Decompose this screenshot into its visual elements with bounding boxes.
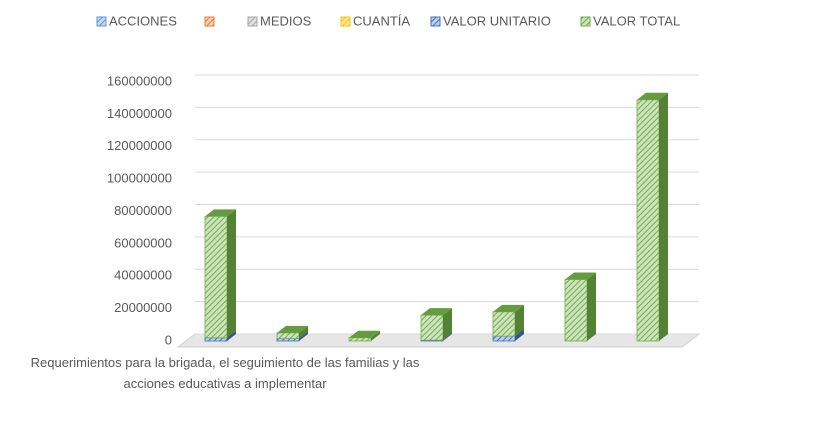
bar bbox=[564, 272, 596, 342]
bar-front bbox=[204, 215, 228, 339]
bar bbox=[636, 92, 668, 342]
y-tick-label: 160000000 bbox=[107, 73, 172, 88]
bar-side bbox=[227, 209, 236, 338]
legend-swatch bbox=[340, 16, 351, 27]
bar bbox=[204, 209, 236, 339]
bar-top bbox=[349, 330, 380, 338]
bar-top bbox=[277, 325, 308, 333]
bar-front bbox=[348, 337, 372, 342]
bar-side bbox=[299, 325, 308, 339]
bar-top bbox=[565, 272, 596, 280]
bar-top bbox=[637, 92, 668, 100]
y-tick-label: 120000000 bbox=[107, 138, 172, 153]
bar-side bbox=[443, 308, 452, 341]
bar-front bbox=[492, 335, 516, 342]
legend-label: ACCIONES bbox=[109, 13, 177, 28]
legend-swatch bbox=[430, 16, 441, 27]
bar-side bbox=[659, 92, 668, 342]
y-tick-label: 20000000 bbox=[114, 300, 172, 315]
bar-front bbox=[636, 99, 660, 342]
legend-swatch bbox=[247, 16, 258, 27]
legend-label: CUANTÍA bbox=[353, 13, 410, 28]
legend-swatch bbox=[204, 16, 215, 27]
bar bbox=[492, 304, 524, 337]
legend-swatch bbox=[580, 16, 591, 27]
x-category-label: Requerimientos para la brigada, el segui… bbox=[30, 355, 420, 391]
bar bbox=[420, 308, 452, 341]
bar-front bbox=[420, 314, 444, 341]
y-tick-label: 0 bbox=[165, 332, 172, 347]
bar-side bbox=[587, 272, 596, 341]
y-tick-label: 80000000 bbox=[114, 203, 172, 218]
bar-front bbox=[564, 279, 588, 342]
bar-top bbox=[205, 209, 236, 217]
bar-side bbox=[515, 304, 524, 337]
y-tick-label: 100000000 bbox=[107, 171, 172, 186]
bar-side bbox=[299, 331, 308, 341]
bar-top bbox=[421, 308, 452, 316]
y-tick-label: 60000000 bbox=[114, 235, 172, 250]
y-tick-label: 140000000 bbox=[107, 106, 172, 121]
legend-label: MEDIOS bbox=[260, 13, 312, 28]
bar-front bbox=[492, 311, 516, 337]
bar-front bbox=[276, 332, 300, 339]
legend-label: VALOR UNITARIO bbox=[443, 13, 551, 28]
bar-top bbox=[493, 304, 524, 312]
bar bbox=[276, 325, 308, 339]
bar bbox=[348, 330, 380, 342]
y-tick-label: 40000000 bbox=[114, 268, 172, 283]
bar-side bbox=[515, 329, 524, 341]
bar-front bbox=[204, 337, 228, 342]
bar-side bbox=[443, 333, 452, 341]
legend-swatch bbox=[96, 16, 107, 27]
legend-label: VALOR TOTAL bbox=[593, 13, 680, 28]
bar-side bbox=[371, 330, 380, 341]
bar-side bbox=[227, 330, 236, 341]
